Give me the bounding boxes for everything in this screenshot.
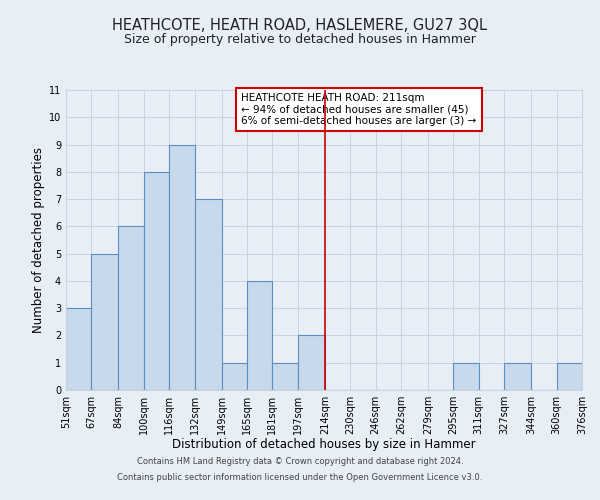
Bar xyxy=(118,226,144,390)
Text: HEATHCOTE, HEATH ROAD, HASLEMERE, GU27 3QL: HEATHCOTE, HEATH ROAD, HASLEMERE, GU27 3… xyxy=(113,18,487,32)
Bar xyxy=(144,172,169,390)
Text: Contains HM Land Registry data © Crown copyright and database right 2024.: Contains HM Land Registry data © Crown c… xyxy=(137,458,463,466)
Bar xyxy=(221,362,247,390)
Bar xyxy=(298,336,325,390)
Bar xyxy=(194,199,221,390)
X-axis label: Distribution of detached houses by size in Hammer: Distribution of detached houses by size … xyxy=(172,438,476,452)
Bar xyxy=(272,362,298,390)
Y-axis label: Number of detached properties: Number of detached properties xyxy=(32,147,45,333)
Bar xyxy=(91,254,118,390)
Bar xyxy=(247,281,272,390)
Text: Size of property relative to detached houses in Hammer: Size of property relative to detached ho… xyxy=(124,32,476,46)
Text: HEATHCOTE HEATH ROAD: 211sqm
← 94% of detached houses are smaller (45)
6% of sem: HEATHCOTE HEATH ROAD: 211sqm ← 94% of de… xyxy=(241,93,476,126)
Bar xyxy=(454,362,479,390)
Bar xyxy=(66,308,91,390)
Text: Contains public sector information licensed under the Open Government Licence v3: Contains public sector information licen… xyxy=(118,472,482,482)
Bar xyxy=(169,144,194,390)
Bar xyxy=(557,362,582,390)
Bar xyxy=(504,362,531,390)
